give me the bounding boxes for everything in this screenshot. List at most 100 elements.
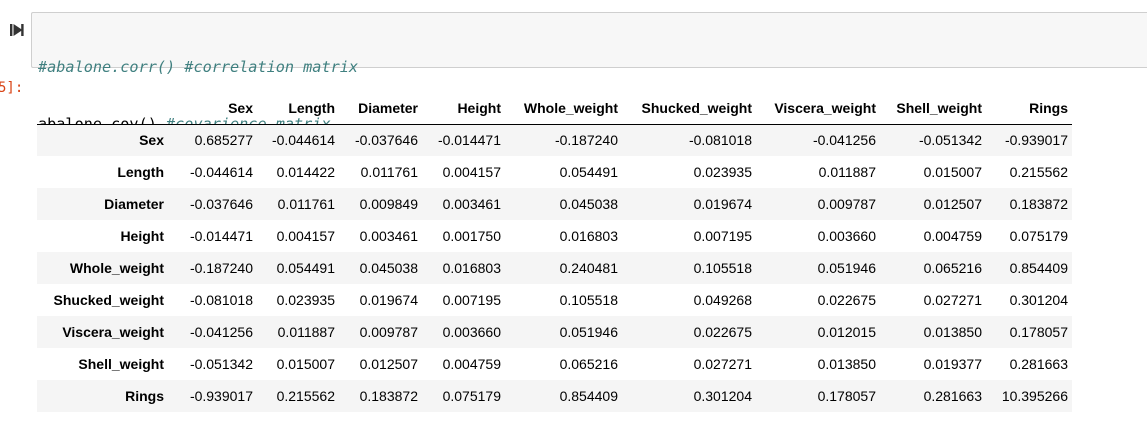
table-cell: 0.854409	[559, 388, 618, 404]
table-row: Length -0.044614 0.014422 0.011761 0.004157 0…	[37, 156, 1072, 188]
column-header: Sex	[168, 92, 257, 125]
column-header: Diameter	[339, 92, 422, 125]
table-cell: 0.014422	[276, 164, 335, 180]
table-cell: 0.015007	[923, 164, 982, 180]
table-row: Shell_weight -0.051342 0.015007 0.012507 0.0…	[37, 348, 1072, 380]
table-cell: -0.014471	[189, 228, 253, 244]
row-label: Viscera_weight	[62, 324, 164, 340]
table-cell: 0.009787	[817, 196, 876, 212]
step-run-icon[interactable]	[10, 23, 24, 37]
table-cell: -0.041256	[189, 324, 253, 340]
table-cell: 0.022675	[693, 324, 752, 340]
table-cell: 0.178057	[817, 388, 876, 404]
table-cell: -0.044614	[271, 132, 335, 149]
table-cell: 0.016803	[559, 228, 618, 244]
column-header: Rings	[986, 92, 1072, 125]
table-cell: 0.215562	[1009, 164, 1068, 180]
table-cell: 0.011761	[277, 196, 335, 212]
table-cell: 0.011887	[277, 324, 335, 340]
table-cell: 0.023935	[693, 164, 752, 180]
table-cell: 0.183872	[1009, 196, 1068, 212]
table-cell: 0.075179	[442, 388, 501, 404]
table-cell: 0.045038	[359, 260, 418, 276]
table-cell: 0.003660	[442, 324, 501, 340]
table-cell: 0.011887	[818, 164, 876, 180]
table-row: Viscera_weight -0.041256 0.011887 0.009787 0…	[37, 316, 1072, 348]
table-cell: 0.051946	[817, 260, 876, 276]
table-row: Shucked_weight -0.081018 0.023935 0.019674 0…	[37, 284, 1072, 316]
table-cell: -0.081018	[688, 132, 752, 149]
table-cell: 0.007195	[442, 292, 501, 308]
table-cell: -0.037646	[189, 196, 253, 212]
table-row: Rings -0.939017 0.215562 0.183872 0.075179 0.…	[37, 380, 1072, 412]
table-header-row: Sex Length Diameter Height Whole_weight …	[37, 92, 1072, 125]
table-cell: 0.003461	[442, 196, 501, 212]
table-cell: -0.939017	[1004, 132, 1068, 149]
input-cell: #abalone.corr() #correlation matrix abal…	[0, 12, 1147, 133]
table-cell: 0.054491	[559, 164, 618, 180]
row-label: Length	[117, 164, 164, 180]
table-cell: 0.051946	[559, 324, 618, 340]
table-cell: 0.183872	[359, 388, 418, 404]
table-cell: 0.023935	[276, 292, 335, 308]
row-label: Shucked_weight	[53, 292, 164, 308]
table-cell: 0.027271	[923, 292, 982, 308]
table-cell: 0.016803	[442, 260, 501, 276]
table-row: Whole_weight -0.187240 0.054491 0.045038 0.0…	[37, 252, 1072, 284]
table-cell: 0.065216	[559, 356, 618, 372]
table-cell: 0.012507	[359, 356, 418, 372]
table-row: Sex 0.685277 -0.044614 -0.037646 -0.014471 -0…	[37, 124, 1072, 156]
table-cell: 0.019377	[923, 356, 982, 372]
table-cell: 0.007195	[693, 228, 752, 244]
row-label: Shell_weight	[78, 356, 164, 372]
table-cell: 0.003461	[359, 228, 418, 244]
table-cell: -0.187240	[189, 260, 253, 276]
row-label: Whole_weight	[69, 260, 164, 276]
index-header	[37, 92, 168, 125]
table-cell: 0.854409	[1009, 260, 1068, 276]
table-cell: -0.044614	[189, 164, 253, 180]
table-cell: 0.019674	[693, 196, 752, 212]
table-cell: -0.081018	[189, 292, 253, 308]
table-cell: -0.037646	[354, 132, 418, 149]
table-cell: 0.301204	[1009, 292, 1068, 308]
table-cell: -0.939017	[189, 388, 253, 404]
table-cell: 0.004759	[442, 356, 501, 372]
table-cell: 0.009787	[359, 324, 418, 340]
table-cell: 0.045038	[559, 196, 618, 212]
table-cell: -0.041256	[812, 132, 876, 149]
table-cell: 0.215562	[276, 388, 335, 404]
table-cell: 0.004759	[923, 228, 982, 244]
table-cell: 0.013850	[817, 356, 876, 372]
table-cell: 0.178057	[1009, 324, 1068, 340]
column-header: Whole_weight	[505, 92, 622, 125]
table-cell: 0.027271	[693, 356, 752, 372]
table-cell: 0.685277	[194, 132, 253, 149]
output-prompt: 5]:	[0, 80, 24, 96]
table-cell: -0.051342	[189, 356, 253, 372]
table-cell: 0.065216	[923, 260, 982, 276]
dataframe-table: Sex Length Diameter Height Whole_weight …	[37, 92, 1072, 412]
table-cell: 0.022675	[817, 292, 876, 308]
table-cell: 0.004157	[442, 164, 501, 180]
table-cell: 0.009849	[359, 196, 418, 212]
code-editor[interactable]: #abalone.corr() #correlation matrix abal…	[31, 12, 1147, 133]
table-cell: 0.281663	[923, 388, 982, 404]
table-cell: -0.051342	[918, 132, 982, 149]
table-cell: 0.054491	[276, 260, 335, 276]
table-row: Diameter -0.037646 0.011761 0.009849 0.00346…	[37, 188, 1072, 220]
table-cell: -0.014471	[437, 132, 501, 149]
table-cell: 0.105518	[693, 260, 752, 276]
row-label: Height	[120, 228, 164, 244]
table-cell: 0.019674	[359, 292, 418, 308]
table-cell: 0.015007	[276, 356, 335, 372]
row-label: Diameter	[104, 196, 164, 212]
table-cell: -0.187240	[554, 132, 618, 149]
table-cell: 0.301204	[693, 388, 752, 404]
table-cell: 0.003660	[817, 228, 876, 244]
table-cell: 0.049268	[693, 292, 752, 308]
column-header: Viscera_weight	[756, 92, 880, 125]
column-header: Shell_weight	[880, 92, 986, 125]
column-header: Height	[422, 92, 505, 125]
column-header: Length	[257, 92, 339, 125]
